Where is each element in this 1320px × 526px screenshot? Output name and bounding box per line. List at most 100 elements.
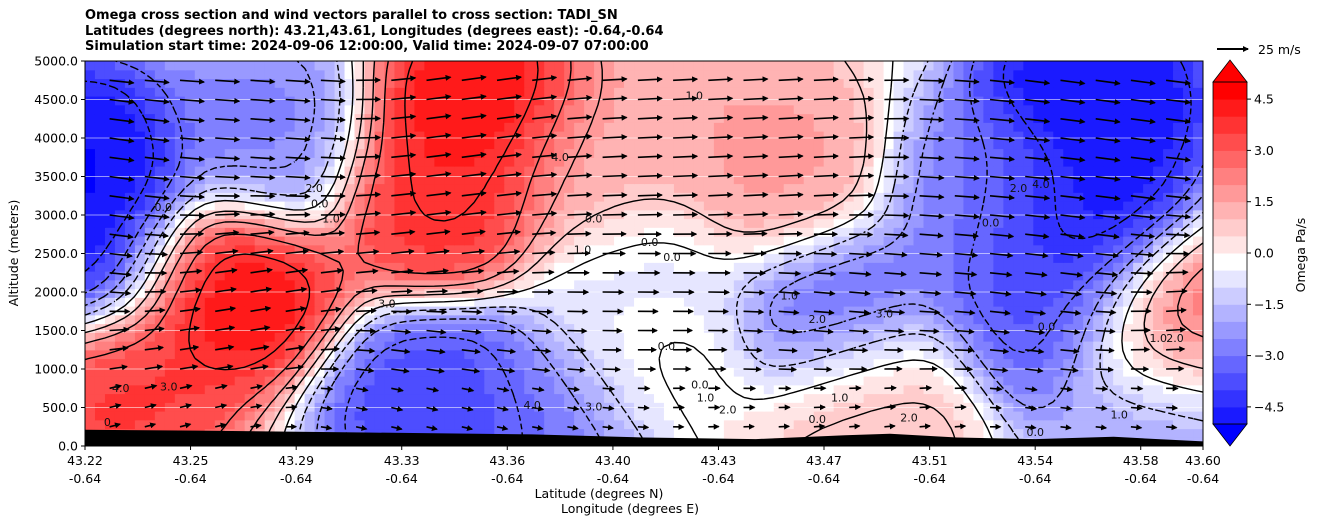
omega-cell <box>1193 69 1203 80</box>
omega-cell <box>923 306 935 316</box>
omega-cell <box>114 122 126 132</box>
omega-cell <box>1133 297 1144 307</box>
omega-cell <box>1113 279 1124 290</box>
omega-cell <box>484 122 495 132</box>
omega-cell <box>703 349 715 360</box>
omega-cell <box>1173 288 1184 298</box>
omega-cell <box>973 358 984 368</box>
omega-cell <box>1043 192 1054 202</box>
omega-cell <box>1083 104 1094 115</box>
omega-cell <box>324 279 336 290</box>
omega-cell <box>284 104 296 115</box>
omega-cell <box>1093 376 1104 386</box>
omega-cell <box>384 358 396 368</box>
omega-cell <box>554 253 565 263</box>
omega-cell <box>983 279 994 290</box>
omega-cell <box>833 209 845 220</box>
omega-cell <box>1153 411 1164 421</box>
omega-cell <box>993 87 1004 97</box>
omega-cell <box>284 131 296 141</box>
omega-cell <box>444 104 455 115</box>
omega-cell <box>1153 78 1164 88</box>
omega-cell <box>963 139 975 150</box>
omega-cell <box>624 349 635 360</box>
omega-cell <box>564 131 575 141</box>
omega-cell <box>843 253 855 263</box>
omega-cell <box>893 61 905 71</box>
omega-cell <box>943 87 955 97</box>
omega-cell <box>234 419 246 430</box>
omega-cell <box>683 183 695 193</box>
omega-cell <box>1143 87 1154 97</box>
wind-vector <box>144 403 157 409</box>
omega-cell <box>244 244 256 255</box>
omega-cell <box>1153 192 1164 202</box>
omega-cell <box>1043 236 1054 246</box>
omega-cell <box>484 349 495 360</box>
omega-cell <box>224 148 236 158</box>
omega-cell <box>953 419 965 430</box>
omega-cell <box>1113 402 1124 412</box>
omega-cell <box>813 411 825 421</box>
omega-cell <box>1093 174 1104 185</box>
omega-cell <box>434 411 445 421</box>
omega-cell <box>883 244 895 255</box>
omega-cell <box>1183 87 1194 97</box>
omega-cell <box>1173 61 1184 71</box>
omega-cell <box>1173 227 1184 237</box>
omega-cell <box>574 358 585 368</box>
omega-cell <box>843 349 855 360</box>
omega-cell <box>574 314 585 325</box>
omega-cell <box>773 376 785 386</box>
omega-cell <box>254 78 266 88</box>
omega-cell <box>154 244 166 255</box>
omega-cell <box>1053 279 1064 290</box>
omega-cell <box>624 341 635 351</box>
omega-cell <box>334 139 346 150</box>
omega-cell <box>514 393 525 403</box>
wind-vector <box>637 424 650 431</box>
omega-cell <box>703 218 715 228</box>
omega-cell <box>424 218 435 228</box>
omega-cell <box>254 157 266 167</box>
omega-cell <box>803 122 815 132</box>
omega-cell <box>853 262 865 272</box>
omega-cell <box>783 297 795 307</box>
omega-cell <box>793 192 805 202</box>
omega-cell <box>404 87 416 97</box>
omega-cell <box>903 87 915 97</box>
omega-cell <box>464 148 475 158</box>
omega-cell <box>384 402 396 412</box>
omega-cell <box>444 279 455 290</box>
omega-cell <box>1013 122 1024 132</box>
omega-cell <box>584 61 595 71</box>
omega-cell <box>354 349 366 360</box>
omega-cell <box>464 183 475 193</box>
omega-cell <box>673 419 685 430</box>
omega-cell <box>673 236 685 246</box>
omega-cell <box>1193 244 1203 255</box>
omega-cell <box>893 332 905 342</box>
omega-cell <box>723 306 735 316</box>
omega-cell <box>224 262 236 272</box>
omega-cell <box>713 297 725 307</box>
omega-cell <box>304 166 316 176</box>
omega-cell <box>614 78 625 88</box>
omega-cell <box>813 227 825 237</box>
omega-cell <box>354 393 366 403</box>
omega-cell <box>224 227 236 237</box>
omega-cell <box>943 218 955 228</box>
omega-cell <box>1143 341 1154 351</box>
omega-cell <box>933 402 945 412</box>
omega-cell <box>614 227 625 237</box>
omega-cell <box>1153 218 1164 228</box>
omega-cell <box>773 358 785 368</box>
omega-cell <box>833 384 845 395</box>
omega-cell <box>614 288 625 298</box>
omega-cell <box>1173 122 1184 132</box>
omega-cell <box>404 271 416 281</box>
omega-cell <box>324 367 336 377</box>
omega-cell <box>144 279 156 290</box>
omega-cell <box>304 297 316 307</box>
omega-cell <box>94 192 106 202</box>
